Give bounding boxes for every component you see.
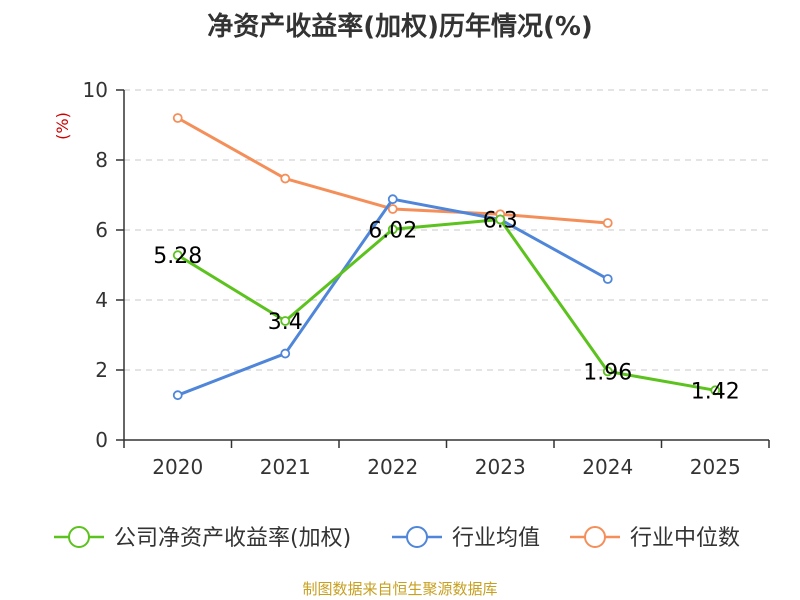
source-note: 制图数据来自恒生聚源数据库 [302, 580, 498, 598]
data-point [602, 218, 613, 228]
data-labels: 5.28 3.4 6.02 6.3 1.96 1.42 [153, 209, 739, 405]
y-tick-label: 4 [95, 288, 108, 312]
legend-label: 行业均值 [452, 526, 540, 551]
data-point [172, 390, 183, 401]
data-point [387, 194, 398, 205]
y-tick-label: 8 [95, 148, 108, 172]
x-tick-label: 2022 [367, 455, 418, 479]
series-line [176, 218, 716, 392]
data-label: 6.3 [483, 209, 518, 234]
data-label: 5.28 [153, 244, 202, 269]
data-point [280, 173, 291, 184]
x-tick-label: 2024 [582, 455, 633, 479]
legend-label: 行业中位数 [630, 526, 740, 551]
x-tick-label: 2021 [260, 455, 311, 479]
y-tick-label: 6 [95, 218, 108, 242]
legend-label: 公司净资产收益率(加权) [114, 526, 351, 551]
y-tick-label: 2 [95, 358, 108, 382]
y-axis-title: (%) [53, 112, 72, 140]
legend: 公司净资产收益率(加权) 行业均值 行业中位数 [54, 526, 740, 551]
data-point [280, 348, 291, 359]
data-point [710, 385, 721, 396]
data-label: 1.96 [583, 360, 632, 385]
legend-marker [584, 526, 606, 548]
data-point [387, 224, 398, 235]
x-tick-label: 2025 [690, 455, 741, 479]
x-tick-label: 2020 [152, 455, 203, 479]
data-point [387, 204, 398, 214]
legend-marker [406, 526, 428, 548]
data-point [280, 316, 291, 326]
data-point [495, 214, 506, 225]
axes: 0 2 4 6 8 10 2020 2021 2022 2023 2024 2025 [83, 78, 770, 479]
data-point [602, 274, 613, 284]
data-point [602, 366, 613, 377]
y-tick-label: 0 [95, 428, 108, 452]
x-tick-label: 2023 [475, 455, 526, 479]
y-tick-label: 10 [83, 78, 108, 102]
data-label: 6.02 [368, 218, 417, 243]
data-point [172, 113, 183, 123]
data-point [172, 250, 183, 261]
series [172, 113, 721, 401]
data-label: 3.4 [268, 310, 303, 335]
legend-marker [68, 526, 90, 548]
grid-lines [124, 89, 769, 371]
data-label: 1.42 [691, 379, 740, 404]
chart-title: 净资产收益率(加权)历年情况(%) [207, 12, 593, 42]
